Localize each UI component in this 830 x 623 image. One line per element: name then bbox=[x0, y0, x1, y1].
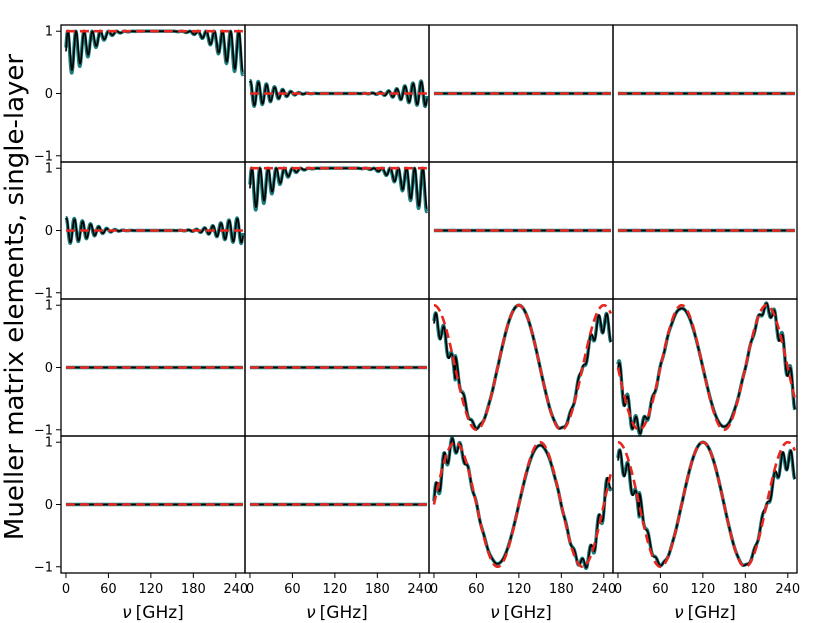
panel-r3-c1: −1 0 1 bbox=[34, 298, 246, 438]
x-tick-label: 240 bbox=[223, 582, 248, 597]
x-axis-label-symbol: ν bbox=[306, 603, 316, 623]
panel-r3-c3 bbox=[428, 298, 614, 437]
panel-r4-c4: 0 60 120 180 240 ν [GHz] bbox=[612, 435, 800, 623]
x-axis-label-unit: [GHz] bbox=[504, 603, 552, 623]
y-tick-label: 1 bbox=[45, 436, 53, 451]
series-ideal bbox=[616, 303, 797, 432]
panel-r2-c2 bbox=[244, 161, 430, 300]
panel-r2-c4 bbox=[612, 161, 798, 300]
x-axis-label-unit: [GHz] bbox=[688, 603, 736, 623]
series-simulated-black bbox=[433, 437, 612, 569]
panel-frame bbox=[612, 298, 798, 437]
x-axis-label-symbol: ν bbox=[490, 603, 500, 623]
y-tick-label: 1 bbox=[45, 162, 53, 177]
x-axis-label-unit: [GHz] bbox=[320, 603, 368, 623]
series-ideal bbox=[617, 440, 797, 569]
x-tick-label: 240 bbox=[775, 582, 800, 597]
series-simulated-teal bbox=[432, 436, 613, 570]
y-tick-label: 0 bbox=[45, 498, 53, 513]
panel-r3-c2 bbox=[244, 298, 430, 437]
x-tick-label: 0 bbox=[614, 582, 622, 597]
y-axis-label: Mueller matrix elements, single-layer bbox=[0, 54, 30, 541]
panel-r1-c4 bbox=[612, 24, 798, 163]
series-simulated-teal bbox=[432, 303, 613, 431]
x-axis-label: ν [GHz] bbox=[490, 603, 552, 623]
x-axis-label-symbol: ν bbox=[122, 603, 132, 623]
y-tick-label: −1 bbox=[34, 286, 53, 301]
x-tick-label: 120 bbox=[690, 582, 715, 597]
y-tick-label: −1 bbox=[34, 149, 53, 164]
panel-r2-c3 bbox=[428, 161, 614, 300]
x-tick-label: 0 bbox=[246, 582, 254, 597]
x-axis-label: ν [GHz] bbox=[306, 603, 368, 623]
y-tick-label: −1 bbox=[34, 560, 53, 575]
series-ideal bbox=[432, 440, 613, 569]
y-tick-label: 0 bbox=[45, 224, 53, 239]
y-tick-label: 0 bbox=[45, 87, 53, 102]
x-tick-label: 120 bbox=[506, 582, 531, 597]
panel-frame bbox=[428, 435, 614, 574]
panel-r1-c3 bbox=[428, 24, 614, 163]
x-tick-label: 240 bbox=[407, 582, 432, 597]
panel-r1-c2 bbox=[244, 24, 430, 163]
panel-r4-c1: −1 0 1 0 60 120 180 240 ν [GHz] bbox=[34, 435, 248, 623]
x-tick-label: 120 bbox=[322, 582, 347, 597]
x-tick-label: 180 bbox=[733, 582, 758, 597]
x-tick-label: 60 bbox=[652, 582, 669, 597]
x-tick-label: 120 bbox=[138, 582, 163, 597]
x-tick-label: 60 bbox=[100, 582, 117, 597]
series-ideal bbox=[433, 303, 613, 432]
x-tick-label: 240 bbox=[591, 582, 616, 597]
panel-r4-c2: 0 60 120 180 240 ν [GHz] bbox=[244, 435, 432, 623]
panel-r3-c4 bbox=[612, 298, 798, 437]
panel-frame bbox=[612, 435, 798, 574]
series-simulated-teal bbox=[616, 440, 797, 568]
x-axis-label-unit: [GHz] bbox=[136, 603, 184, 623]
y-tick-label: 1 bbox=[45, 25, 53, 40]
x-tick-label: 0 bbox=[430, 582, 438, 597]
y-tick-label: 1 bbox=[45, 299, 53, 314]
panel-r4-c3: 0 60 120 180 240 ν [GHz] bbox=[428, 435, 616, 623]
x-tick-label: 180 bbox=[365, 582, 390, 597]
series-simulated-black bbox=[617, 302, 796, 435]
x-axis-label: ν [GHz] bbox=[122, 603, 184, 623]
x-tick-label: 180 bbox=[181, 582, 206, 597]
x-axis-label-symbol: ν bbox=[674, 603, 684, 623]
panel-r2-c1: −1 0 1 bbox=[34, 161, 246, 301]
x-tick-label: 60 bbox=[468, 582, 485, 597]
x-tick-label: 0 bbox=[62, 582, 70, 597]
y-tick-label: −1 bbox=[34, 423, 53, 438]
y-tick-label: 0 bbox=[45, 361, 53, 376]
x-tick-label: 180 bbox=[549, 582, 574, 597]
series-simulated-teal bbox=[616, 301, 797, 436]
x-axis-label: ν [GHz] bbox=[674, 603, 736, 623]
x-tick-label: 60 bbox=[284, 582, 301, 597]
panel-r1-c1: −1 0 1 bbox=[34, 24, 246, 164]
